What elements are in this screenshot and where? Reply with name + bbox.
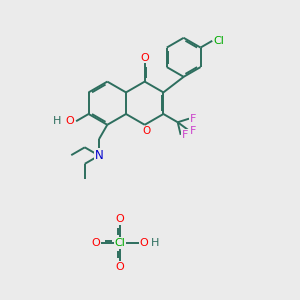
Text: Cl: Cl <box>115 238 125 248</box>
Text: H: H <box>53 116 62 126</box>
Text: F: F <box>190 126 196 136</box>
Text: O: O <box>140 52 149 63</box>
Text: F: F <box>182 130 188 140</box>
Text: O: O <box>116 214 124 224</box>
Text: O: O <box>91 238 100 248</box>
Text: F: F <box>190 114 196 124</box>
Text: O: O <box>116 262 124 272</box>
Text: O: O <box>142 126 150 136</box>
Text: O: O <box>65 116 74 126</box>
Text: N: N <box>95 149 103 162</box>
Text: Cl: Cl <box>213 36 224 46</box>
Text: O: O <box>140 238 148 248</box>
Text: H: H <box>151 238 160 248</box>
